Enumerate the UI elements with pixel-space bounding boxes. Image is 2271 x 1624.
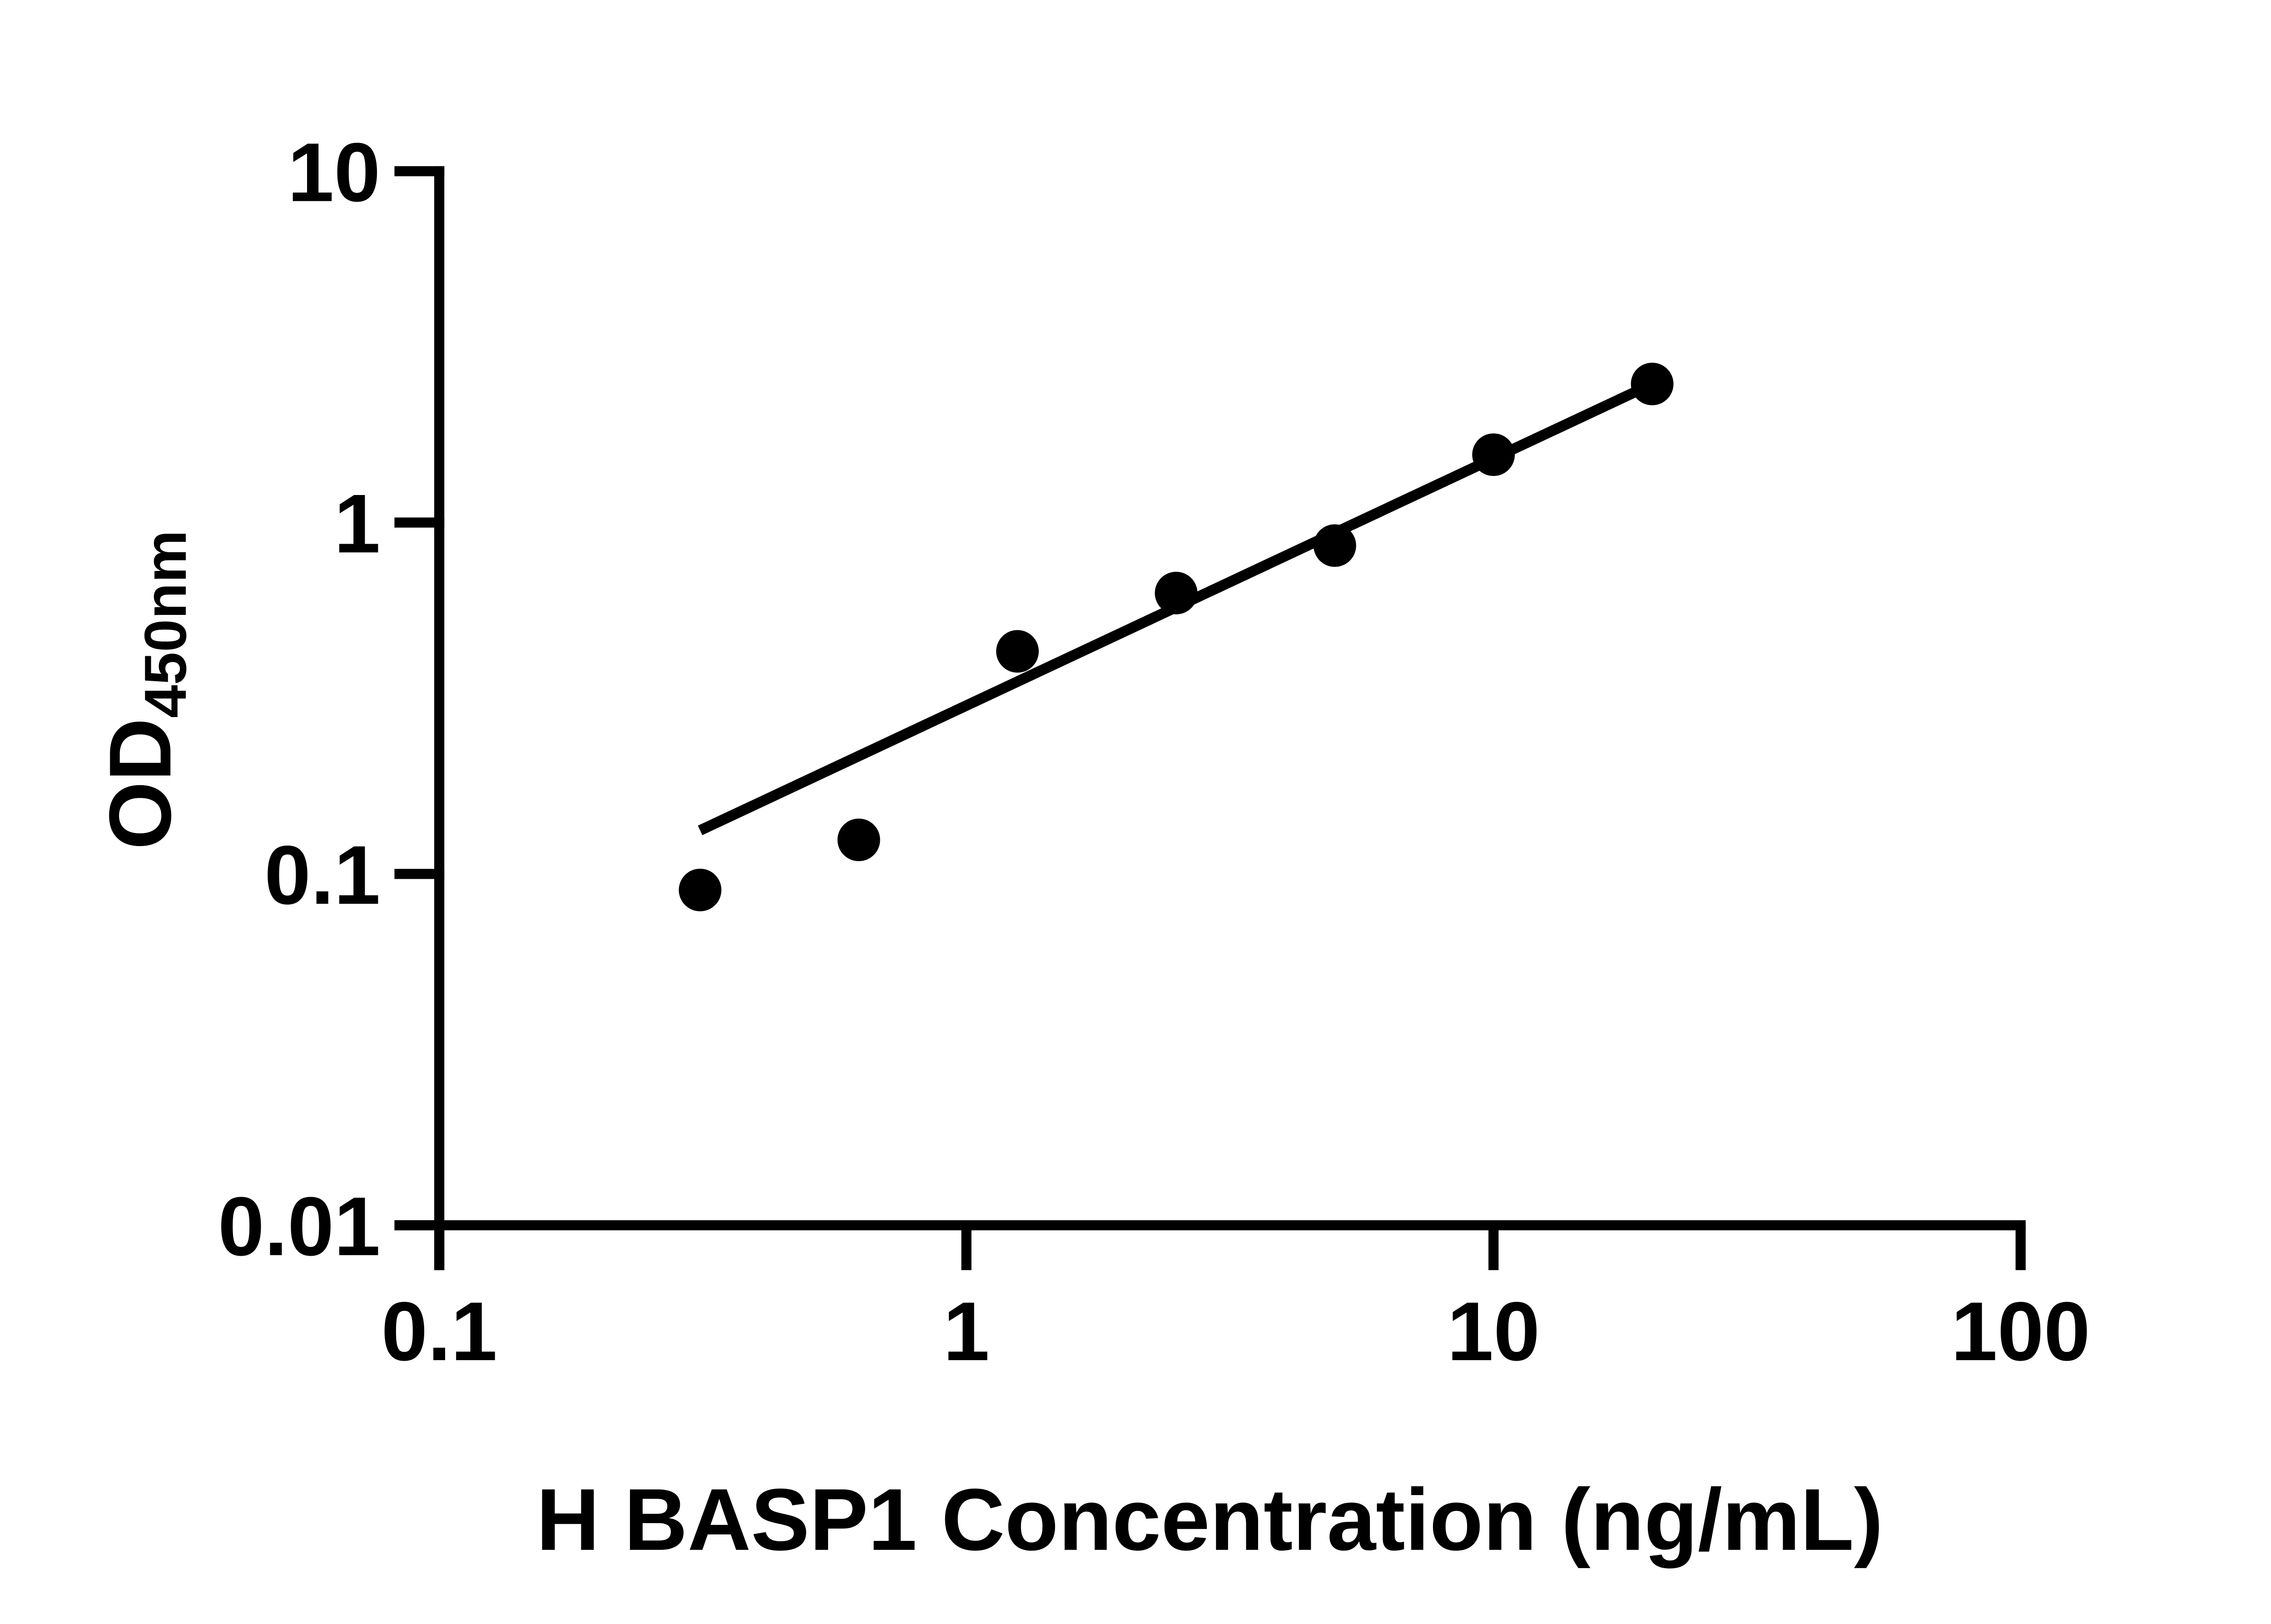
- x-tick-label: 10: [1447, 1285, 1540, 1378]
- x-tick-label: 0.1: [381, 1285, 497, 1378]
- data-points: [679, 362, 1674, 911]
- data-point: [837, 818, 880, 862]
- y-axis-title-main: OD: [91, 718, 189, 850]
- y-axis-title: OD450nm: [91, 530, 198, 850]
- y-tick-label: 1: [334, 477, 380, 570]
- axes: [394, 166, 2026, 1270]
- data-point: [1631, 362, 1674, 406]
- x-tick-label: 100: [1951, 1285, 2090, 1378]
- x-tick-label: 1: [943, 1285, 990, 1378]
- data-point: [996, 630, 1039, 673]
- data-point: [1313, 524, 1356, 567]
- x-axis-title: H BASP1 Concentration (ng/mL): [536, 1471, 1884, 1569]
- data-point: [1155, 572, 1198, 614]
- y-tick-label: 0.01: [218, 1180, 381, 1273]
- y-axis-title-subscript: 450nm: [132, 530, 198, 718]
- y-tick-label: 0.1: [264, 828, 380, 921]
- data-point: [1472, 433, 1515, 476]
- y-tick-label: 10: [288, 126, 380, 219]
- data-point: [679, 868, 722, 911]
